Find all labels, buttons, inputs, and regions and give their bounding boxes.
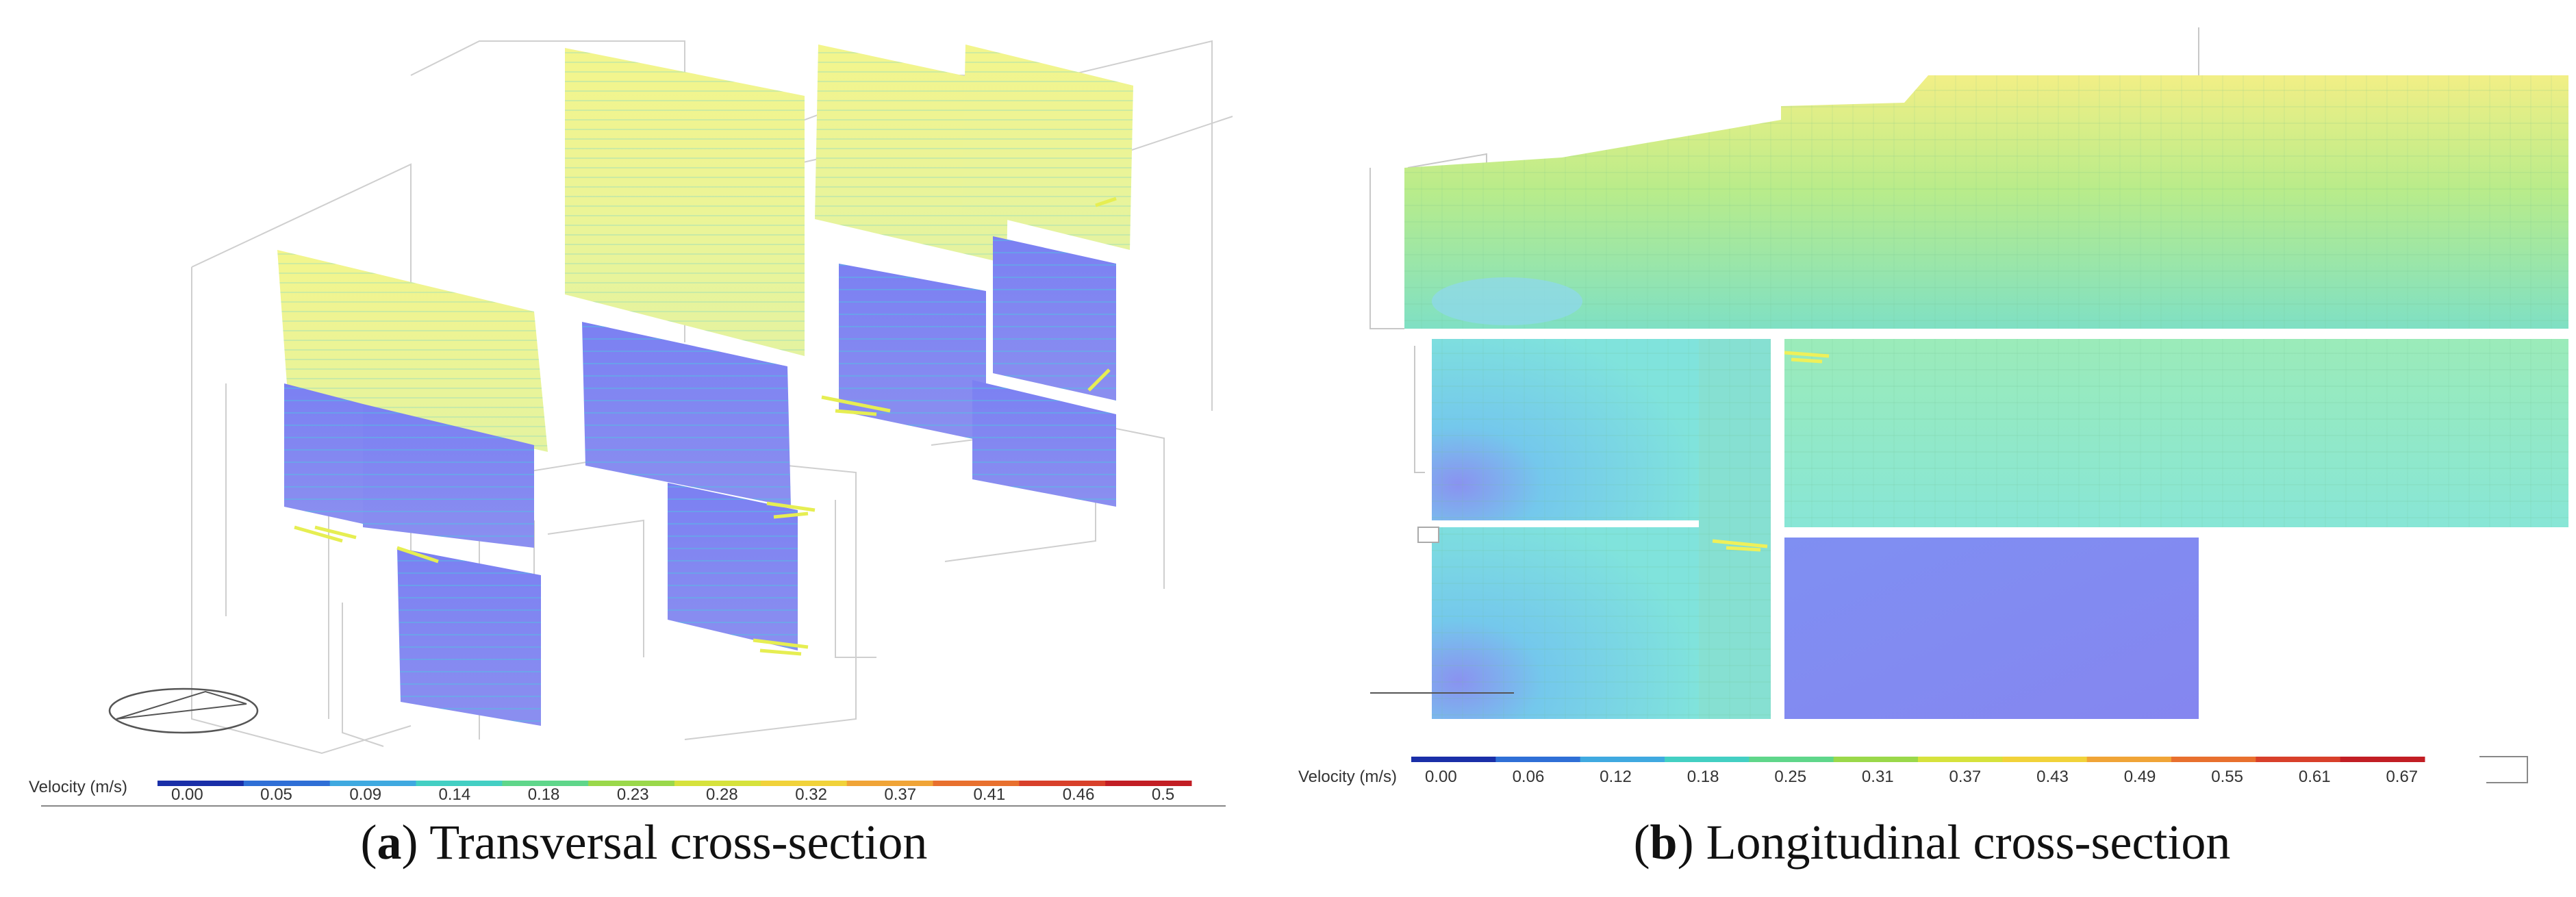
legend-color-step [588,781,675,786]
upper-velocity-planes [277,45,1133,452]
legend-tick-label: 0.25 [1774,768,1806,786]
legend-tick-labels: 0.00 0.06 0.12 0.18 0.25 0.31 0.37 0.43 0.49 0.55… [1425,768,2418,786]
legend-tick-label: 0.37 [884,785,916,804]
caption-b: (b) Longitudinal cross-section [1633,815,2231,870]
legend-tick-label: 0.49 [2124,768,2156,786]
legend-color-step [846,781,933,786]
legend-color-step [1105,781,1192,786]
legend-tick-label: 0.41 [974,785,1006,804]
orientation-ellipse-icon [108,687,259,734]
longitudinal-velocity-field: Velocity (m/s) 0.00 0.06 0.12 0.18 0.25 0.31 0… [1298,27,2568,786]
legend-tick-label: 0.00 [1425,768,1457,786]
legend-tick-label: 0.46 [1063,785,1095,804]
legend-color-step [1495,757,1581,762]
legend-color-step [1411,757,1496,762]
legend-color-bar [1411,757,2425,762]
legend-color-step [760,781,848,786]
legend-color-step [2002,757,2088,762]
legend-color-step [1019,781,1106,786]
caption-letter: a [377,815,402,870]
legend-tick-label: 0.32 [795,785,827,804]
upper-low-velocity-zone [1432,277,1582,325]
legend-color-step [2340,757,2425,762]
legend-color-step [157,781,244,786]
velocity-legend: Velocity (m/s) 0.00 0.06 0.12 0.18 0.25 0.31 0… [1298,756,2528,786]
air-jets [1712,351,1830,552]
legend-color-step [243,781,331,786]
legend-color-step [1833,757,1919,762]
legend-tick-label: 0.05 [260,785,292,804]
panel-transversal: Velocity (m/s) 0.00 0.05 0.09 0.14 0.18 0.23 0… [29,40,1233,870]
legend-tick-labels: 0.00 0.05 0.09 0.14 0.18 0.23 0.28 0.32 0.37 0.41… [171,785,1174,804]
legend-color-bar [157,781,1192,786]
legend-tick-label: 0.5 [1152,785,1174,804]
legend-color-step [1749,757,1834,762]
legend-color-step [1918,757,2003,762]
legend-tick-label: 0.18 [528,785,560,804]
transversal-velocity-field: Velocity (m/s) 0.00 0.05 0.09 0.14 0.18 0.23 0… [29,40,1233,807]
lower-right-room [1784,538,2199,719]
legend-tick-label: 0.14 [439,785,471,804]
legend-tick-label: 0.55 [2211,768,2243,786]
legend-tick-label: 0.67 [2386,768,2418,786]
legend-tick-label: 0.18 [1687,768,1719,786]
legend-tick-label: 0.61 [2299,768,2331,786]
legend-color-step [2256,757,2341,762]
legend-tick-label: 0.28 [706,785,738,804]
legend-tick-label: 0.12 [1600,768,1632,786]
legend-tick-label: 0.09 [349,785,381,804]
section-wireframe [1369,27,2199,473]
air-jets [294,197,1117,656]
caption-text: Longitudinal cross-section [1706,815,2231,870]
legend-tick-label: 0.00 [171,785,203,804]
legend-title: Velocity (m/s) [1298,768,1397,786]
panel-longitudinal: Velocity (m/s) 0.00 0.06 0.12 0.18 0.25 0.31 0… [1288,0,2576,897]
caption-a: (a) Transversal cross-section [360,815,928,870]
legend-color-step [1665,757,1750,762]
legend-color-step [933,781,1020,786]
caption-text: Transversal cross-section [429,815,928,870]
legend-color-step [674,781,761,786]
legend-color-step [2086,757,2172,762]
legend-tick-label: 0.43 [2036,768,2069,786]
velocity-legend: Velocity (m/s) 0.00 0.05 0.09 0.14 0.18 0.23 0… [29,778,1226,807]
caption-letter: b [1650,815,1678,870]
legend-tick-label: 0.31 [1862,768,1894,786]
legend-tick-label: 0.23 [617,785,649,804]
legend-color-step [416,781,503,786]
legend-color-step [329,781,416,786]
lower-velocity-planes [284,236,1116,726]
legend-tick-label: 0.37 [1949,768,1982,786]
legend-color-step [1580,757,1665,762]
legend-color-step [2171,757,2256,762]
legend-tick-label: 0.06 [1513,768,1545,786]
legend-title: Velocity (m/s) [29,778,127,796]
legend-color-step [502,781,589,786]
